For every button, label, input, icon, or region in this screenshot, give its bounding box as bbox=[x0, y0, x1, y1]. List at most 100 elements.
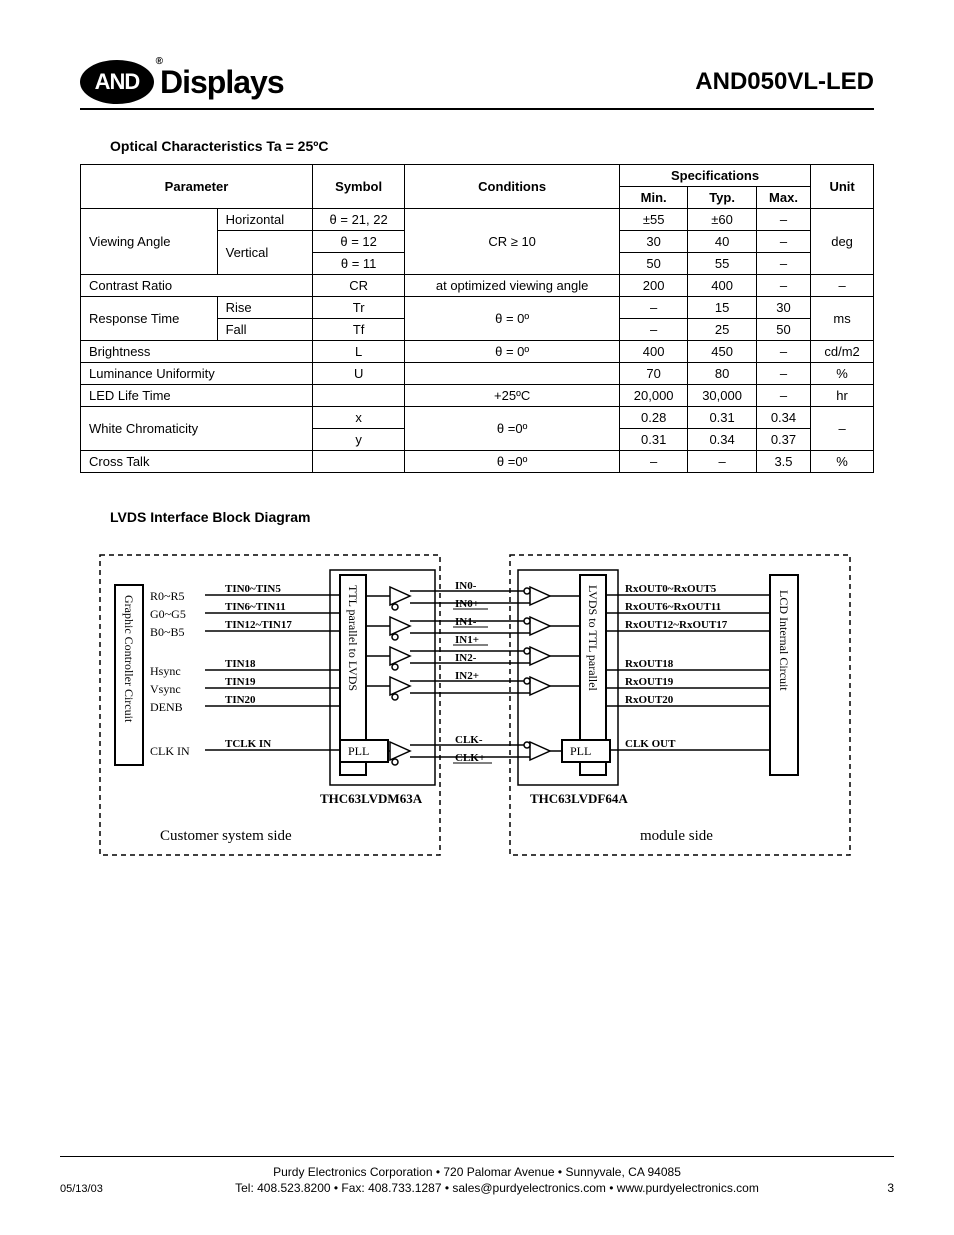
cell: Tr bbox=[312, 297, 404, 319]
page-header: AND Displays AND050VL-LED bbox=[80, 60, 874, 110]
svg-text:RxOUT18: RxOUT18 bbox=[625, 658, 674, 670]
svg-text:RxOUT12~RxOUT17: RxOUT12~RxOUT17 bbox=[625, 619, 728, 631]
cell: Luminance Uniformity bbox=[81, 363, 313, 385]
cell: Fall bbox=[217, 319, 312, 341]
cell: θ =0º bbox=[405, 451, 620, 473]
logo-oval: AND bbox=[80, 60, 154, 104]
footer-page-number: 3 bbox=[854, 1181, 894, 1195]
cell: 0.28 bbox=[619, 407, 687, 429]
svg-text:G0~G5: G0~G5 bbox=[150, 607, 186, 621]
cell: CR ≥ 10 bbox=[405, 209, 620, 275]
diagram-svg: Graphic Controller Circuit R0~R5 G0~G5 B… bbox=[90, 545, 860, 875]
cell: 0.34 bbox=[688, 429, 756, 451]
cell: θ = 0º bbox=[405, 297, 620, 341]
svg-text:RxOUT20: RxOUT20 bbox=[625, 694, 674, 706]
svg-text:CLK IN: CLK IN bbox=[150, 744, 190, 758]
cell: Brightness bbox=[81, 341, 313, 363]
row-luminance-uniformity: Luminance Uniformity U 70 80 – % bbox=[81, 363, 874, 385]
row-brightness: Brightness L θ = 0º 400 450 – cd/m2 bbox=[81, 341, 874, 363]
svg-text:TTL parallel to LVDS: TTL parallel to LVDS bbox=[346, 585, 360, 691]
cell: – bbox=[811, 275, 874, 297]
cell: 400 bbox=[619, 341, 687, 363]
cell: 30 bbox=[756, 297, 810, 319]
svg-text:IN0-: IN0- bbox=[455, 580, 477, 592]
cell: ±60 bbox=[688, 209, 756, 231]
svg-text:TIN18: TIN18 bbox=[225, 658, 256, 670]
svg-text:TIN12~TIN17: TIN12~TIN17 bbox=[225, 619, 292, 631]
datasheet-page: AND Displays AND050VL-LED Optical Charac… bbox=[0, 0, 954, 1235]
row-cross-talk: Cross Talk θ =0º – – 3.5 % bbox=[81, 451, 874, 473]
svg-text:THC63LVDM63A: THC63LVDM63A bbox=[320, 791, 423, 806]
brand-logo: AND Displays bbox=[80, 60, 284, 104]
cell: U bbox=[312, 363, 404, 385]
svg-text:CLK OUT: CLK OUT bbox=[625, 738, 676, 750]
th-unit: Unit bbox=[811, 165, 874, 209]
th-typ: Typ. bbox=[688, 187, 756, 209]
cell: Rise bbox=[217, 297, 312, 319]
svg-text:IN2-: IN2- bbox=[455, 652, 477, 664]
svg-text:LCD Internal Circuit: LCD Internal Circuit bbox=[777, 590, 791, 691]
row-led-lifetime: LED Life Time +25ºC 20,000 30,000 – hr bbox=[81, 385, 874, 407]
cell bbox=[405, 363, 620, 385]
cell: Vertical bbox=[217, 231, 312, 275]
svg-text:R0~R5: R0~R5 bbox=[150, 589, 185, 603]
cell: x bbox=[312, 407, 404, 429]
th-parameter: Parameter bbox=[81, 165, 313, 209]
cell: ±55 bbox=[619, 209, 687, 231]
cell: Cross Talk bbox=[81, 451, 313, 473]
cell: 50 bbox=[619, 253, 687, 275]
cell bbox=[312, 451, 404, 473]
cell: 15 bbox=[688, 297, 756, 319]
svg-text:module side: module side bbox=[640, 828, 713, 844]
cell: – bbox=[619, 297, 687, 319]
footer-line2: Tel: 408.523.8200 • Fax: 408.733.1287 • … bbox=[140, 1181, 854, 1195]
svg-text:TIN19: TIN19 bbox=[225, 676, 256, 688]
cell: – bbox=[619, 319, 687, 341]
th-specifications: Specifications bbox=[619, 165, 810, 187]
svg-text:TIN0~TIN5: TIN0~TIN5 bbox=[225, 583, 281, 595]
cell: θ = 11 bbox=[312, 253, 404, 275]
svg-text:B0~B5: B0~B5 bbox=[150, 625, 185, 639]
cell: Response Time bbox=[81, 297, 218, 341]
svg-text:IN1-: IN1- bbox=[455, 616, 477, 628]
page-footer: Purdy Electronics Corporation • 720 Palo… bbox=[60, 1156, 894, 1195]
cell: CR bbox=[312, 275, 404, 297]
svg-text:Vsync: Vsync bbox=[150, 682, 181, 696]
th-conditions: Conditions bbox=[405, 165, 620, 209]
cell: Viewing Angle bbox=[81, 209, 218, 275]
row-white-chrom-x: White Chromaticity x θ =0º 0.28 0.31 0.3… bbox=[81, 407, 874, 429]
svg-text:DENB: DENB bbox=[150, 700, 183, 714]
row-response-rise: Response Time Rise Tr θ = 0º – 15 30 ms bbox=[81, 297, 874, 319]
optical-characteristics-title: Optical Characteristics Ta = 25ºC bbox=[110, 138, 874, 154]
gcc-label: Graphic Controller Circuit bbox=[122, 595, 136, 723]
svg-text:IN2+: IN2+ bbox=[455, 670, 479, 682]
svg-text:TIN6~TIN11: TIN6~TIN11 bbox=[225, 601, 286, 613]
svg-text:PLL: PLL bbox=[570, 744, 591, 758]
optical-characteristics-table: Parameter Symbol Conditions Specificatio… bbox=[80, 164, 874, 473]
th-min: Min. bbox=[619, 187, 687, 209]
lvds-block-diagram: Graphic Controller Circuit R0~R5 G0~G5 B… bbox=[90, 545, 864, 875]
cell: 3.5 bbox=[756, 451, 810, 473]
cell: 30 bbox=[619, 231, 687, 253]
cell: hr bbox=[811, 385, 874, 407]
cell: 450 bbox=[688, 341, 756, 363]
cell: % bbox=[811, 451, 874, 473]
cell: – bbox=[756, 209, 810, 231]
svg-text:RxOUT19: RxOUT19 bbox=[625, 676, 674, 688]
cell: 70 bbox=[619, 363, 687, 385]
cell: – bbox=[756, 253, 810, 275]
cell: θ = 21, 22 bbox=[312, 209, 404, 231]
cell: 20,000 bbox=[619, 385, 687, 407]
cell: θ =0º bbox=[405, 407, 620, 451]
cell: % bbox=[811, 363, 874, 385]
footer-date: 05/13/03 bbox=[60, 1183, 140, 1195]
cell: 0.37 bbox=[756, 429, 810, 451]
th-max: Max. bbox=[756, 187, 810, 209]
svg-text:CLK+: CLK+ bbox=[455, 752, 485, 764]
cell: 80 bbox=[688, 363, 756, 385]
cell: – bbox=[688, 451, 756, 473]
cell: White Chromaticity bbox=[81, 407, 313, 451]
footer-line1: Purdy Electronics Corporation • 720 Palo… bbox=[60, 1163, 894, 1181]
cell: – bbox=[756, 275, 810, 297]
svg-text:IN1+: IN1+ bbox=[455, 634, 479, 646]
